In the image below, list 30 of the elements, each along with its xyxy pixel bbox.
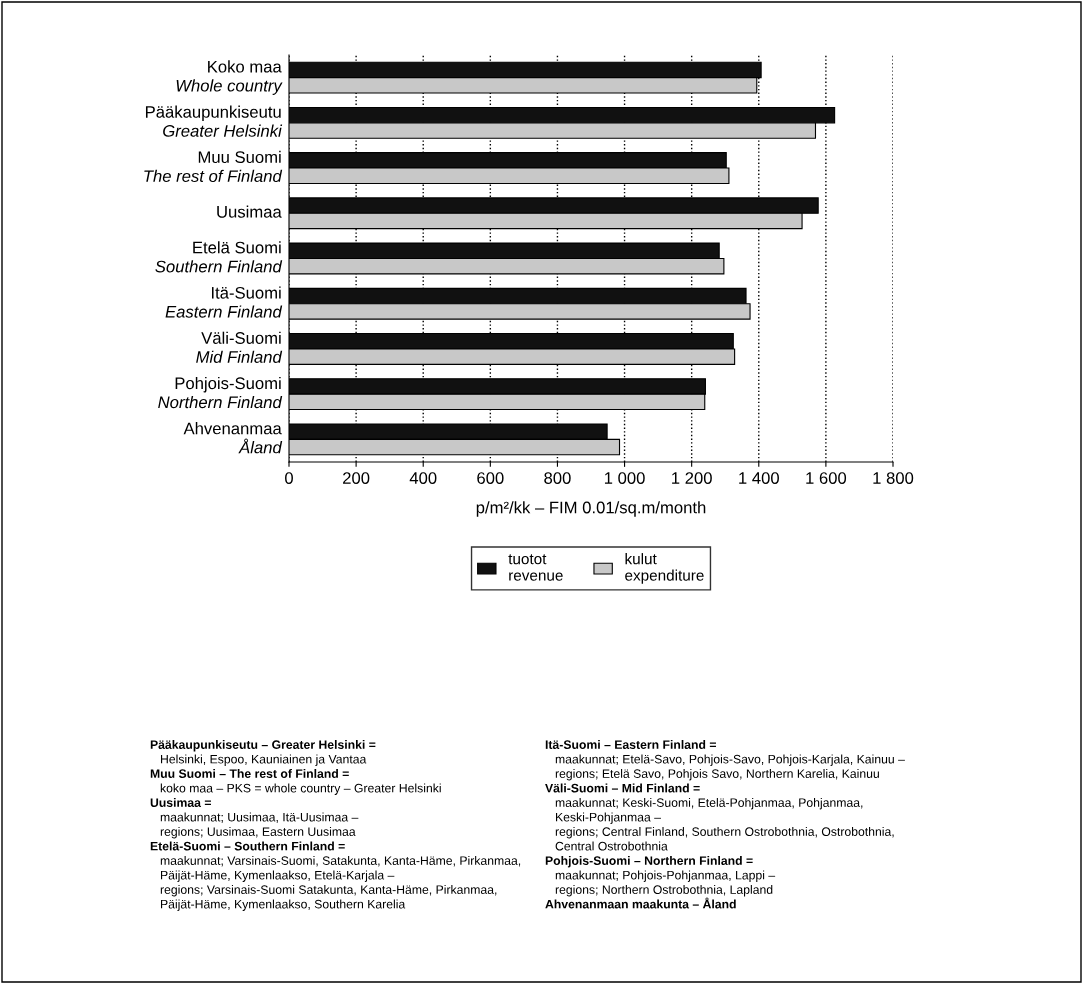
legend-label: tuotot revenue (508, 554, 563, 581)
y-tick-label: Koko maa Whole country (176, 60, 283, 95)
x-tick-label: 1 600 (806, 472, 847, 484)
y-tick-label: Muu Suomi The rest of Finland (144, 150, 283, 183)
y-tick-label: Itä-Suomi Eastern Finland (165, 286, 283, 318)
text: Pohjois-Suomi – Northern Finland = maakunnat; Pohjois-Pohjanmaa, Lappi – regions; Northern Ostrobothnia, Lapland (545, 856, 776, 897)
text: Uusimaa = maakunnat; Uusimaa, Itä-Uusimaa – regions; Uusimaa, Eastern Uusimaa (150, 798, 359, 839)
y-tick-label: Pohjois-Suomi Northern Finland (158, 376, 283, 409)
x-tick-label: 1 800 (873, 472, 914, 484)
x-axis-title: p/m²/kk – FIM 0.01/sq.m/month (476, 501, 706, 517)
y-tick-label: Pääkaupunkiseutu Greater Helsinki (145, 105, 283, 137)
x-tick-label: 1 200 (672, 472, 712, 484)
x-tick-label: 800 (544, 472, 571, 484)
legend-label: kulut expenditure (625, 553, 704, 584)
x-tick-label: 600 (477, 472, 504, 484)
y-tick-label: Etelä Suomi Southern Finland (155, 241, 283, 273)
y-tick-label: Uusimaa (217, 205, 282, 218)
text: Pääkaupunkiseutu – Greater Helsinki = Helsinki, Espoo, Kauniainen ja Vantaa (150, 740, 376, 766)
y-tick-label: Väli-Suomi Mid Finland (196, 331, 283, 363)
text: Väli-Suomi – Mid Finland = maakunnat; Keski-Suomi, Etelä-Pohjanmaa, Pohjanmaa, Keski-Pohjanmaa – regions; Central Finland, Southern Ostrobothnia, Ostrobothnia, Central Ostrobothnia (545, 783, 894, 851)
x-tick-label: 0 (285, 472, 293, 484)
text: Muu Suomi – The rest of Finland = koko maa – PKS = whole country – Greater Helsinki (150, 769, 441, 795)
text: Etelä-Suomi – Southern Finland = maakunnat; Varsinais-Suomi, Satakunta, Kanta-Häme, Pirkanmaa, Päijät-Häme, Kymenlaakso, Etelä-Karjala – regions; Varsinais-Suomi Satakunta, Kanta-Häme, Pirkanmaa, Päijät-Häme, Kymenlaakso, Southern Karelia (150, 841, 521, 911)
x-tick-label: 1 400 (739, 472, 779, 484)
x-tick-label: 1 000 (604, 472, 645, 484)
x-tick-label: 200 (343, 472, 370, 484)
text: Ahvenanmaan maakunta – Åland (545, 897, 736, 909)
x-tick-label: 400 (409, 472, 437, 484)
text: Itä-Suomi – Eastern Finland = maakunnat; Etelä-Savo, Pohjois-Savo, Pohjois-Karjala, Kainuu – regions; Etelä Savo, Pohjois Savo, Northern Karelia, Kainuu (545, 740, 905, 781)
y-tick-label: Ahvenanmaa Åland (183, 422, 283, 454)
